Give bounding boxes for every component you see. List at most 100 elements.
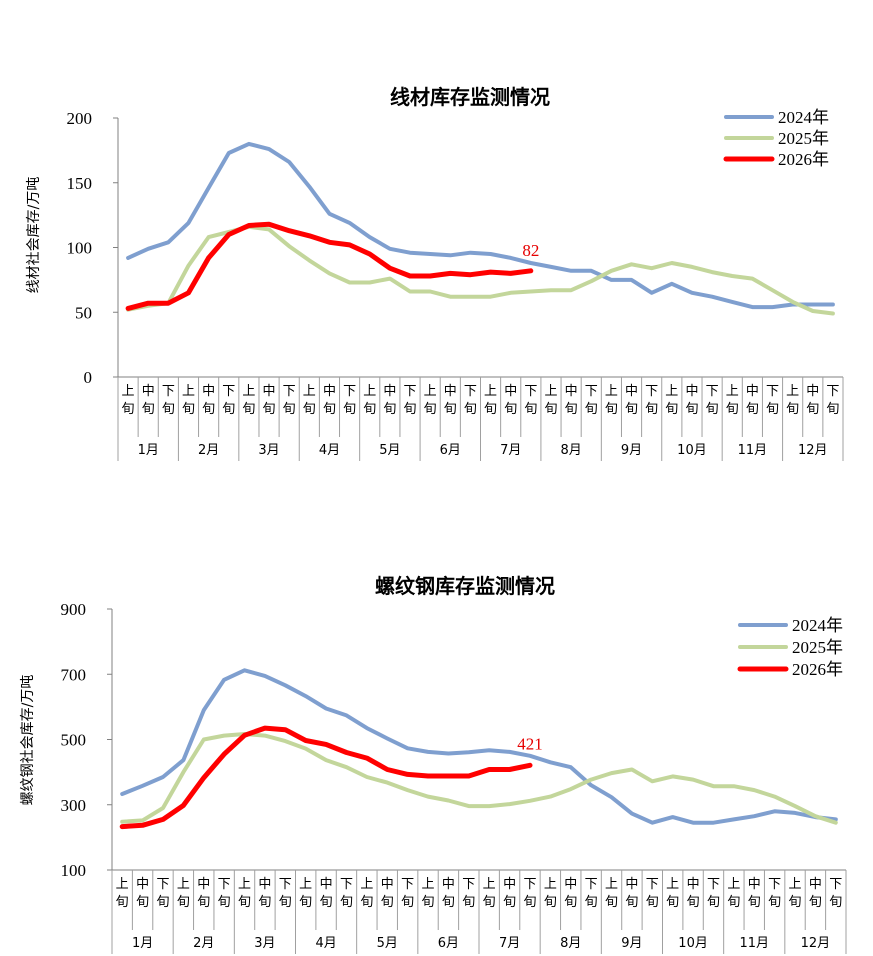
series-line-2025年 — [120, 732, 838, 825]
x-period-label: 下旬 — [646, 877, 659, 910]
y-axis-label: 线材社会库存/万吨 — [26, 177, 42, 294]
x-month-label: 8月 — [560, 936, 581, 951]
x-period-label: 下旬 — [401, 877, 414, 910]
x-month-label: 11月 — [739, 936, 769, 951]
x-period-label: 上旬 — [122, 384, 135, 417]
x-month-label: 3月 — [258, 443, 279, 458]
x-period-label: 下旬 — [766, 384, 779, 417]
x-period-label: 下旬 — [283, 384, 296, 417]
x-period-label: 下旬 — [156, 877, 169, 910]
x-period-label: 中旬 — [444, 384, 457, 417]
x-period-label: 上旬 — [177, 877, 190, 910]
last-value-annotation: 82 — [522, 241, 539, 260]
x-period-label: 下旬 — [706, 384, 719, 417]
x-period-label: 下旬 — [340, 877, 353, 910]
x-period-label: 下旬 — [343, 384, 356, 417]
x-period-label: 上旬 — [238, 877, 251, 910]
x-period-label: 中旬 — [504, 384, 517, 417]
x-month-label: 4月 — [319, 443, 340, 458]
x-period-label: 下旬 — [585, 384, 598, 417]
series-line-2024年 — [120, 668, 838, 825]
series-line-2026年 — [119, 725, 533, 830]
x-month-label: 6月 — [438, 936, 459, 951]
x-period-label: 中旬 — [142, 384, 155, 417]
x-period-label: 中旬 — [564, 877, 577, 910]
x-period-label: 上旬 — [182, 384, 195, 417]
x-month-label: 7月 — [499, 936, 520, 951]
wire-rod-inventory-chart: 线材库存监测情况 线材社会库存/万吨 050100150200上旬中旬下旬上旬中… — [26, 85, 844, 461]
x-period-label: 下旬 — [222, 384, 235, 417]
series-line-2026年 — [125, 221, 534, 311]
chart-title: 螺纹钢库存监测情况 — [375, 574, 555, 598]
x-period-label: 下旬 — [768, 877, 781, 910]
x-period-label: 上旬 — [299, 877, 312, 910]
y-tick-label: 0 — [84, 368, 93, 387]
x-period-label: 中旬 — [625, 877, 638, 910]
x-month-label: 12月 — [801, 936, 831, 951]
x-month-label: 10月 — [678, 936, 708, 951]
x-month-label: 12月 — [798, 443, 828, 458]
y-tick-label: 50 — [75, 303, 92, 322]
x-period-label: 中旬 — [258, 877, 271, 910]
x-month-label: 2月 — [198, 443, 219, 458]
x-period-label: 下旬 — [162, 384, 175, 417]
x-month-label: 10月 — [677, 443, 707, 458]
y-tick-label: 150 — [67, 174, 93, 193]
x-month-label: 6月 — [440, 443, 461, 458]
x-period-label: 上旬 — [726, 384, 739, 417]
x-period-label: 上旬 — [116, 877, 129, 910]
y-tick-label: 200 — [67, 109, 93, 128]
x-period-label: 上旬 — [666, 877, 679, 910]
x-period-label: 上旬 — [544, 877, 557, 910]
x-month-label: 9月 — [621, 936, 642, 951]
y-tick-label: 500 — [61, 731, 87, 750]
x-period-label: 上旬 — [363, 384, 376, 417]
x-period-label: 中旬 — [748, 877, 761, 910]
x-period-label: 下旬 — [829, 877, 842, 910]
x-period-label: 上旬 — [424, 384, 437, 417]
x-month-label: 2月 — [193, 936, 214, 951]
legend-label: 2024年 — [792, 616, 843, 635]
y-tick-label: 100 — [67, 239, 93, 258]
x-period-label: 上旬 — [422, 877, 435, 910]
legend-label: 2025年 — [778, 129, 829, 148]
x-period-label: 中旬 — [442, 877, 455, 910]
x-period-label: 上旬 — [242, 384, 255, 417]
x-period-label: 下旬 — [404, 384, 417, 417]
x-period-label: 中旬 — [383, 384, 396, 417]
x-period-label: 上旬 — [727, 877, 740, 910]
x-period-label: 中旬 — [323, 384, 336, 417]
x-period-label: 中旬 — [746, 384, 759, 417]
x-period-label: 下旬 — [645, 384, 658, 417]
x-month-label: 5月 — [377, 936, 398, 951]
rebar-inventory-chart: 螺纹钢库存监测情况 螺纹钢社会库存/万吨 100300500700900上旬中旬… — [20, 574, 847, 954]
x-period-label: 上旬 — [483, 877, 496, 910]
x-period-label: 中旬 — [687, 877, 700, 910]
x-period-label: 下旬 — [218, 877, 231, 910]
y-tick-label: 100 — [61, 861, 87, 880]
legend-label: 2025年 — [792, 638, 843, 657]
x-period-label: 上旬 — [605, 877, 618, 910]
x-month-label: 7月 — [500, 443, 521, 458]
x-period-label: 上旬 — [544, 384, 557, 417]
x-period-label: 上旬 — [360, 877, 373, 910]
x-period-label: 上旬 — [789, 877, 802, 910]
y-tick-label: 900 — [61, 600, 87, 619]
x-month-label: 11月 — [738, 443, 768, 458]
x-period-label: 中旬 — [685, 384, 698, 417]
x-month-label: 1月 — [138, 443, 159, 458]
x-period-label: 上旬 — [484, 384, 497, 417]
x-period-label: 中旬 — [320, 877, 333, 910]
x-period-label: 中旬 — [263, 384, 276, 417]
x-period-label: 下旬 — [826, 384, 839, 417]
x-period-label: 下旬 — [279, 877, 292, 910]
x-period-label: 中旬 — [625, 384, 638, 417]
chart-title: 线材库存监测情况 — [390, 85, 550, 109]
y-tick-label: 300 — [61, 796, 87, 815]
x-period-label: 中旬 — [381, 877, 394, 910]
x-period-label: 下旬 — [707, 877, 720, 910]
last-value-annotation: 421 — [517, 734, 543, 753]
x-month-label: 8月 — [560, 443, 581, 458]
x-period-label: 中旬 — [136, 877, 149, 910]
legend-label: 2026年 — [792, 660, 843, 679]
